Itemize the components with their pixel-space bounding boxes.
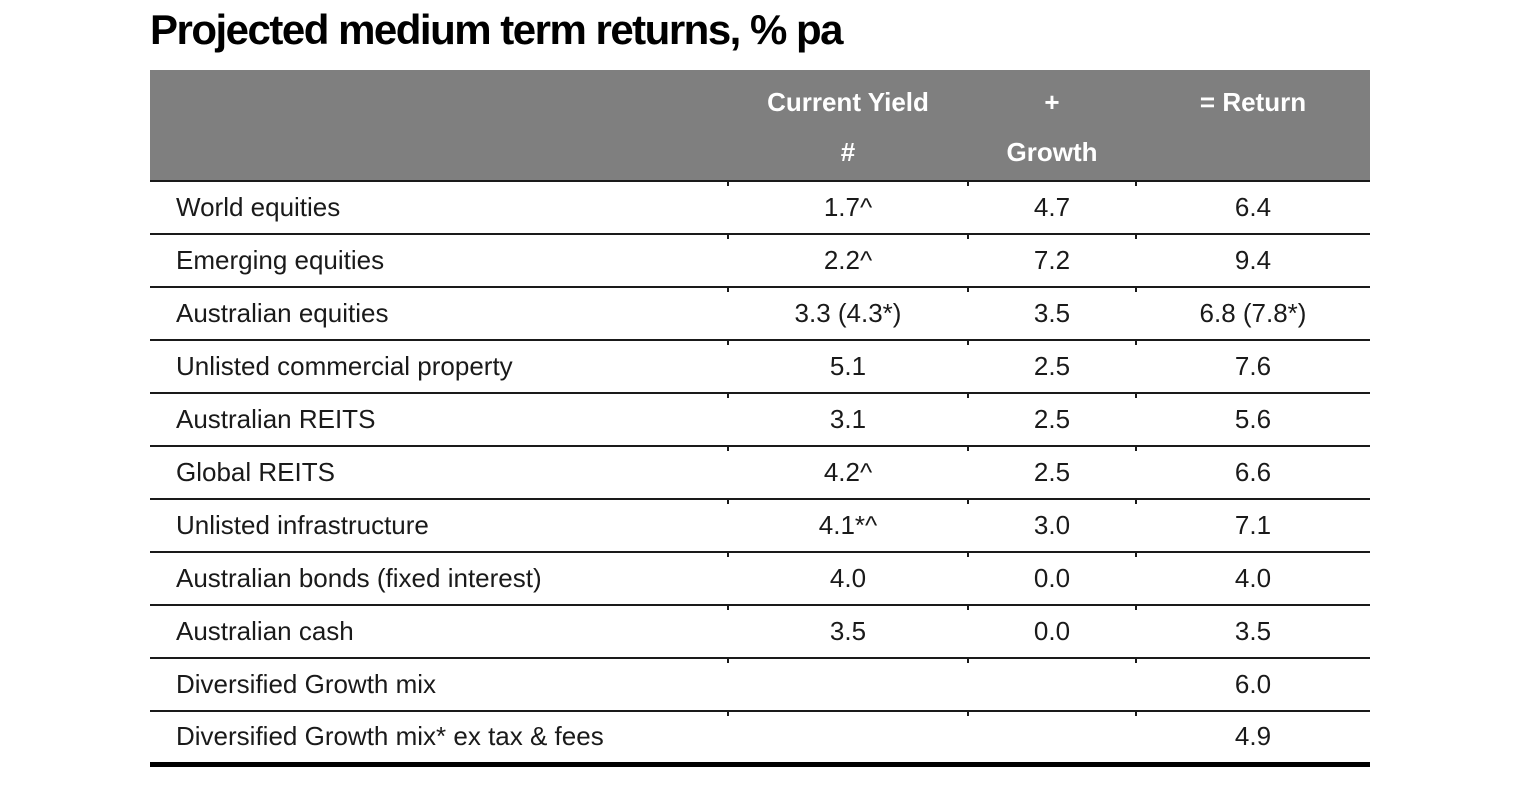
return-value: 9.4: [1135, 234, 1370, 288]
row-label: Diversified Growth mix* ex tax & fees: [150, 711, 728, 767]
table-row-unlisted-commercial-property: Unlisted commercial property 5.1 2.5 7.6: [150, 340, 1370, 394]
growth-value: 7.2: [967, 234, 1136, 288]
header-cell-return: = Return: [1136, 70, 1370, 182]
header-current-yield-line2: #: [840, 137, 856, 167]
growth-value: 3.0: [967, 499, 1136, 553]
header-return-line2: [1136, 126, 1370, 180]
header-growth-line1: +: [1044, 87, 1060, 117]
return-value: 3.5: [1135, 605, 1370, 659]
header-cell-label: [150, 70, 728, 182]
growth-value: 2.5: [967, 340, 1136, 394]
table-header: Current Yield # + Growth = Return: [150, 70, 1370, 182]
return-value: 6.4: [1135, 181, 1370, 235]
table-row-world-equities: World equities 1.7^ 4.7 6.4: [150, 181, 1370, 235]
row-label: Global REITS: [150, 446, 728, 500]
table-row-australian-bonds: Australian bonds (fixed interest) 4.0 0.…: [150, 552, 1370, 606]
table-row-diversified-growth-mix-ex-tax-fees: Diversified Growth mix* ex tax & fees 4.…: [150, 711, 1370, 767]
table-row-unlisted-infrastructure: Unlisted infrastructure 4.1*^ 3.0 7.1: [150, 499, 1370, 553]
current-yield-value: [727, 658, 968, 712]
return-value: 7.6: [1135, 340, 1370, 394]
row-label: Emerging equities: [150, 234, 728, 288]
growth-value: 0.0: [967, 552, 1136, 606]
header-cell-growth: + Growth: [968, 70, 1136, 182]
growth-value: 3.5: [967, 287, 1136, 341]
header-cell-current-yield: Current Yield #: [728, 70, 968, 182]
table-row-australian-cash: Australian cash 3.5 0.0 3.5: [150, 605, 1370, 659]
row-label: Australian bonds (fixed interest): [150, 552, 728, 606]
growth-value: 2.5: [967, 393, 1136, 447]
growth-value: [967, 711, 1136, 767]
row-label: Diversified Growth mix: [150, 658, 728, 712]
current-yield-value: [727, 711, 968, 767]
table-row-australian-equities: Australian equities 3.3 (4.3*) 3.5 6.8 (…: [150, 287, 1370, 341]
growth-value: [967, 658, 1136, 712]
page-title: Projected medium term returns, % pa: [150, 6, 844, 53]
current-yield-value: 2.2^: [727, 234, 968, 288]
current-yield-value: 4.1*^: [727, 499, 968, 553]
table-row-australian-reits: Australian REITS 3.1 2.5 5.6: [150, 393, 1370, 447]
return-value: 5.6: [1135, 393, 1370, 447]
return-value: 4.0: [1135, 552, 1370, 606]
current-yield-value: 3.3 (4.3*): [727, 287, 968, 341]
current-yield-value: 1.7^: [727, 181, 968, 235]
current-yield-value: 3.1: [727, 393, 968, 447]
current-yield-value: 4.2^: [727, 446, 968, 500]
header-current-yield-line1: Current Yield: [767, 87, 929, 117]
row-label: Australian equities: [150, 287, 728, 341]
projected-returns-table: Current Yield # + Growth = Return World …: [150, 70, 1370, 767]
growth-value: 0.0: [967, 605, 1136, 659]
row-label: Australian REITS: [150, 393, 728, 447]
growth-value: 4.7: [967, 181, 1136, 235]
header-row: Current Yield # + Growth = Return: [150, 70, 1370, 182]
current-yield-value: 5.1: [727, 340, 968, 394]
return-value: 6.6: [1135, 446, 1370, 500]
table-row-global-reits: Global REITS 4.2^ 2.5 6.6: [150, 446, 1370, 500]
current-yield-value: 3.5: [727, 605, 968, 659]
current-yield-value: 4.0: [727, 552, 968, 606]
table-body: World equities 1.7^ 4.7 6.4 Emerging equ…: [150, 181, 1370, 767]
return-value: 6.0: [1135, 658, 1370, 712]
header-growth-line2: Growth: [1006, 137, 1098, 167]
growth-value: 2.5: [967, 446, 1136, 500]
table-row-diversified-growth-mix: Diversified Growth mix 6.0: [150, 658, 1370, 712]
header-return-line1: = Return: [1199, 87, 1307, 117]
row-label: Unlisted commercial property: [150, 340, 728, 394]
return-value: 7.1: [1135, 499, 1370, 553]
row-label: World equities: [150, 181, 728, 235]
row-label: Australian cash: [150, 605, 728, 659]
row-label: Unlisted infrastructure: [150, 499, 728, 553]
header-label-line1: [150, 70, 728, 126]
return-value: 6.8 (7.8*): [1135, 287, 1370, 341]
return-value: 4.9: [1135, 711, 1370, 767]
table-row-emerging-equities: Emerging equities 2.2^ 7.2 9.4: [150, 234, 1370, 288]
